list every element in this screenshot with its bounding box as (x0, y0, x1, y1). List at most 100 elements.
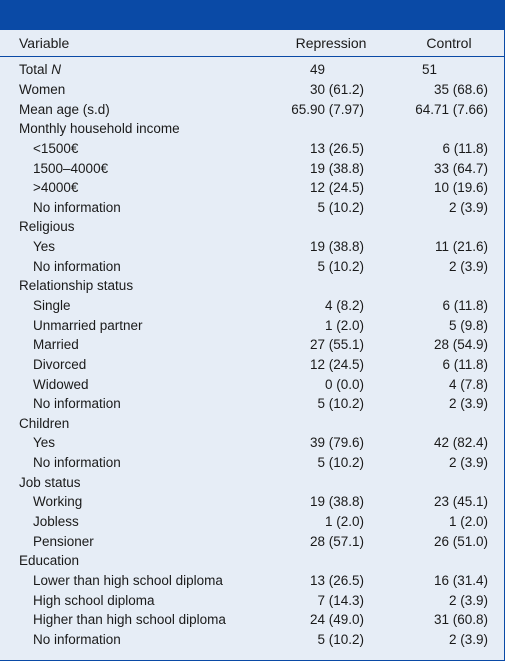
control-cell: 11 (21.6) (434, 239, 488, 255)
header-variable: Variable (19, 35, 70, 51)
row-label-text: 1500–4000€ (33, 160, 109, 176)
row-label: >4000€ (0, 180, 262, 195)
control-cell: 2 (3.9) (448, 631, 488, 647)
row-label-text: Total (19, 62, 52, 78)
table-top-bar (0, 0, 504, 30)
table-row: Job status (0, 472, 504, 492)
control-cell: 1 (2.0) (448, 514, 488, 530)
row-label: Women (0, 82, 262, 97)
control-cell: 6 (11.8) (442, 298, 488, 313)
row-label-text: High school diploma (33, 592, 155, 608)
control-cell: 2 (3.9) (448, 199, 488, 215)
row-label-italic: N (51, 62, 62, 78)
control-cell: 42 (82.4) (433, 435, 488, 451)
control-cell: 64.71 (7.66) (415, 101, 488, 117)
control-cell: 26 (51.0) (433, 533, 488, 549)
table-row: Higher than high school diploma 24 (49.0)… (0, 610, 504, 630)
control-cell: 23 (45.1) (433, 494, 488, 510)
row-label-text: Unmarried partner (33, 317, 143, 333)
row-label: No information (0, 259, 262, 274)
control-cell: 33 (64.7) (433, 160, 488, 176)
control-cell: 16 (31.4) (433, 572, 488, 588)
table-row: Pensioner 28 (57.1) 26 (51.0) (0, 531, 504, 551)
row-label: Divorced (0, 357, 262, 372)
control-cell: 35 (68.6) (433, 81, 488, 97)
repression-cell: 0 (0.0) (324, 376, 364, 392)
table-body: Total N 49 51 Women 30 (61.2) 35 (68.6) Mean a… (0, 57, 504, 649)
row-label: Yes (0, 239, 262, 254)
row-label: No information (0, 632, 262, 647)
row-label: Yes (0, 435, 262, 450)
table-row: No information 5 (10.2) 2 (3.9) (0, 453, 504, 473)
header-repression: Repression (295, 35, 367, 51)
table-row: Single 4 (8.2) 6 (11.8) (0, 296, 504, 316)
table-row: Working 19 (38.8) 23 (45.1) (0, 492, 504, 512)
table-row: Yes 39 (79.6) 42 (82.4) (0, 433, 504, 453)
repression-cell: 49 (310, 62, 326, 78)
table-row: Mean age (s.d) 65.90 (7.97) 64.71 (7.66) (0, 99, 504, 119)
table-row: Children (0, 414, 504, 434)
table-row: Monthly household income (0, 119, 504, 139)
table-row: Education (0, 551, 504, 571)
row-label-text: Widowed (33, 376, 89, 392)
row-label-text: Divorced (33, 356, 87, 372)
repression-cell: 39 (79.6) (309, 435, 364, 451)
table-row: Lower than high school diploma 13 (26.5) 1… (0, 571, 504, 591)
control-cell: 2 (3.9) (448, 455, 488, 471)
row-label: <1500€ (0, 141, 262, 156)
row-label-text: No information (33, 396, 121, 412)
row-label-text: No information (33, 199, 121, 215)
repression-cell: 30 (61.2) (309, 81, 364, 97)
table-header-row: Variable Repression Control (0, 30, 504, 57)
control-cell: 2 (3.9) (448, 396, 488, 412)
row-label-text: Married (33, 337, 79, 353)
repression-cell: 7 (14.3) (317, 592, 364, 608)
row-label-text: No information (33, 455, 121, 471)
row-label-text: No information (33, 258, 121, 274)
repression-cell: 5 (10.2) (317, 258, 364, 274)
row-label: 1500–4000€ (0, 161, 262, 176)
repression-cell: 1 (2.0) (324, 514, 364, 530)
table-row: No information 5 (10.2) 2 (3.9) (0, 630, 504, 650)
row-label: Higher than high school diploma (0, 612, 262, 627)
table-row: Married 27 (55.1) 28 (54.9) (0, 335, 504, 355)
row-label: Total N (0, 62, 262, 77)
row-label: Widowed (0, 377, 262, 392)
row-label: Unmarried partner (0, 318, 262, 333)
repression-cell: 1 (2.0) (324, 317, 364, 333)
table-row: No information 5 (10.2) 2 (3.9) (0, 256, 504, 276)
control-cell: 51 (422, 62, 438, 78)
row-label-text: Children (19, 415, 70, 431)
table-row: Religious (0, 217, 504, 237)
table-row: Women 30 (61.2) 35 (68.6) (0, 80, 504, 100)
row-label: Single (0, 298, 262, 313)
row-label: High school diploma (0, 593, 262, 608)
control-cell: 10 (19.6) (433, 180, 488, 196)
table-row: Total N 49 51 (0, 60, 504, 80)
table-row: No information 5 (10.2) 2 (3.9) (0, 197, 504, 217)
row-label-text: Single (33, 298, 71, 313)
row-label-text: Women (19, 81, 66, 97)
repression-cell: 19 (38.8) (309, 239, 364, 255)
row-label-text: Relationship status (19, 278, 134, 294)
repression-cell: 19 (38.8) (309, 160, 364, 176)
repression-cell: 5 (10.2) (317, 455, 364, 471)
table-row: Jobless 1 (2.0) 1 (2.0) (0, 512, 504, 532)
repression-cell: 27 (55.1) (309, 337, 364, 353)
row-label-text: Pensioner (33, 533, 94, 549)
table-row: Yes 19 (38.8) 11 (21.6) (0, 237, 504, 257)
repression-cell: 13 (26.5) (309, 572, 364, 588)
row-label-text: Mean age (s.d) (19, 101, 110, 117)
repression-cell: 19 (38.8) (309, 494, 364, 510)
table-row: Divorced 12 (24.5) 6 (11.8) (0, 355, 504, 375)
control-cell: 5 (9.8) (448, 317, 488, 333)
table-row: 1500–4000€ 19 (38.8) 33 (64.7) (0, 158, 504, 178)
row-label: Monthly household income (0, 121, 262, 136)
table-row: Widowed 0 (0.0) 4 (7.8) (0, 374, 504, 394)
row-label-text: <1500€ (33, 140, 79, 156)
row-label-text: Monthly household income (19, 121, 180, 137)
row-label: Job status (0, 475, 262, 490)
row-label: No information (0, 455, 262, 470)
repression-cell: 12 (24.5) (309, 356, 364, 372)
